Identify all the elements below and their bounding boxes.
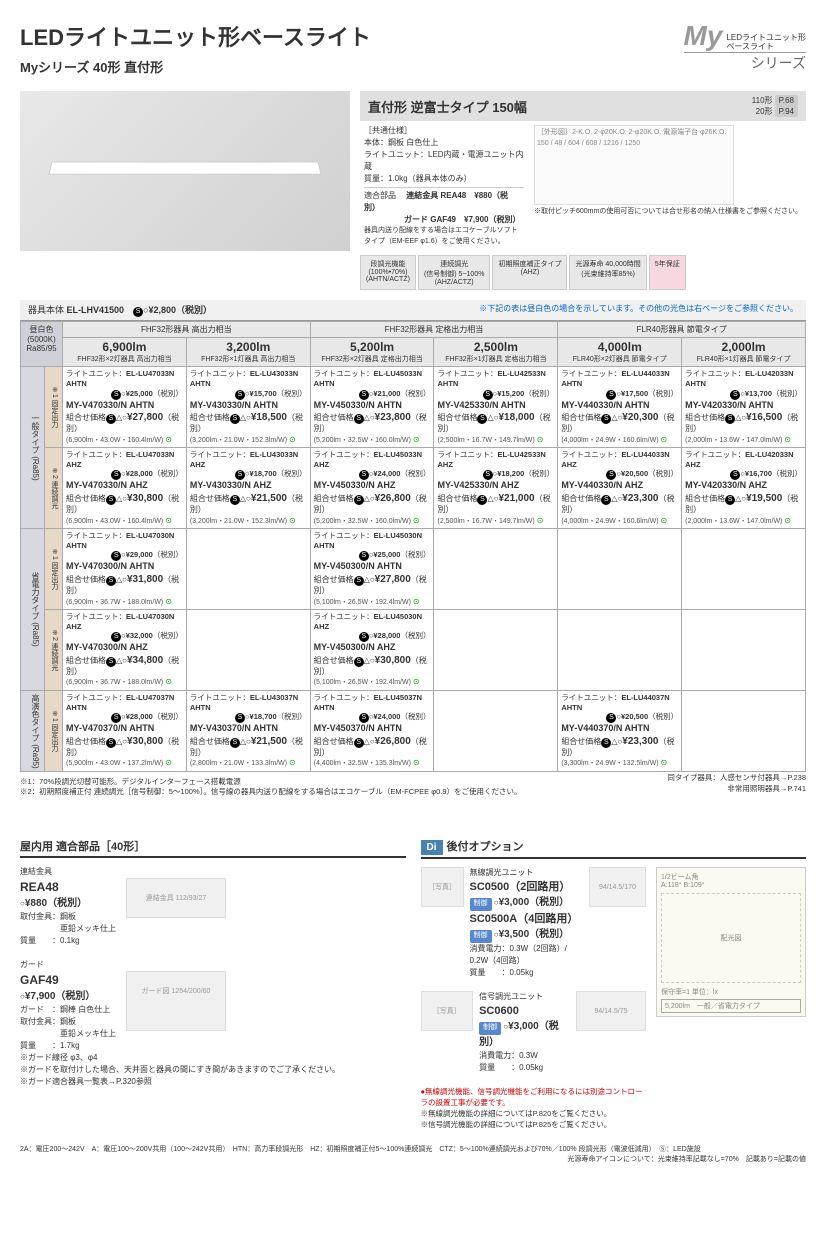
sc0500-diagram: 94/14.5/170 [589, 867, 646, 907]
sc0500-image: ［写真］ [421, 867, 464, 907]
product-cell: ライトユニット：EL-LU47033N AHTN S○¥25,000（税別） M… [63, 367, 187, 448]
product-cell: ライトユニット：EL-LU42033N AHTN S○¥13,700（税別） M… [682, 367, 806, 448]
feature-badges: 段調光機能(100%•70%)(AHTN/ACTZ) 連続調光(信号制御) 5~… [360, 255, 806, 290]
row-subtype: ※2 連続調光 [45, 609, 63, 690]
product-section: 直付形 逆富士タイプ 150幅 110形P.68 20形P.94 ［共通仕様］ … [20, 91, 806, 290]
row-subtype: ※1 固定出力 [45, 690, 63, 771]
lumen-header: 4,000lmFLR40形×2灯器具 節電タイプ [558, 338, 682, 367]
product-cell: ライトユニット：EL-LU47037N AHTN S○¥28,000（税別） M… [63, 690, 187, 771]
gaf49-diagram: ガード図 1254/200/60 [126, 971, 226, 1031]
product-cell [186, 528, 310, 609]
row-type: 省電力タイプ (Ra85) [21, 528, 45, 690]
product-cell: ライトユニット：EL-LU44033N AHTN S○¥17,500（税別） M… [558, 367, 682, 448]
part-gaf49: ガード GAF49 ○¥7,900（税別） ガード ：鋼棒 白色仕上 取付金具：… [20, 959, 406, 1088]
product-cell: ライトユニット：EL-LU45030N AHTN S○¥25,000（税別） M… [310, 528, 434, 609]
lumen-header: 3,200lmFHF32形×1灯器具 高出力相当 [186, 338, 310, 367]
sc0600-image: ［写真］ [421, 991, 474, 1031]
product-cell: ライトユニット：EL-LU44033N AHZ S○¥20,500（税別） MY… [558, 447, 682, 528]
row-type: 高演色タイプ (Ra95) [21, 690, 45, 771]
product-cell: ライトユニット：EL-LU45030N AHZ S○¥28,000（税別） MY… [310, 609, 434, 690]
row-subtype: ※2 連続調光 [45, 447, 63, 528]
product-cell [434, 609, 558, 690]
sc0600-diagram: 94/14.5/75 [576, 991, 646, 1031]
footnotes-left: ※1：70%段調光切替可能形。デジタルインターフェース搭載電源 ※2：初期照度補… [20, 777, 522, 798]
lumen-header: 2,000lmFLR40形×1灯器具 節電タイプ [682, 338, 806, 367]
option-sc0600: ［写真］ 信号調光ユニット SC0600 制御 ○¥3,000（税別） 消費電力… [421, 991, 647, 1074]
main-title: LEDライトユニット形ベースライト [20, 20, 371, 52]
option-sc0500: ［写真］ 無線調光ユニット SC0500（2回路用） 制御 ○¥3,000（税別… [421, 867, 647, 979]
beam-angle-diagram: 1/2ビーム角 A:118° B:109° 配光図 保守率=1 単位：lx 5,… [656, 867, 806, 1017]
spec-block: 直付形 逆富士タイプ 150幅 110形P.68 20形P.94 ［共通仕様］ … [360, 91, 806, 290]
product-cell: ライトユニット：EL-LU45037N AHTN S○¥24,000（税別） M… [310, 690, 434, 771]
product-cell: ライトユニット：EL-LU47030N AHTN S○¥29,000（税別） M… [63, 528, 187, 609]
color-notice: ※下記の表は昼白色の場合を示しています。その他の光色は右ページをご参照ください。 [479, 303, 798, 317]
color-header: 昼白色 (5000K) Ra85/95 [21, 322, 63, 367]
options-column: Di後付オプション ［写真］ 無線調光ユニット SC0500（2回路用） 制御 … [421, 838, 807, 1130]
product-cell: ライトユニット：EL-LU42033N AHZ S○¥16,700（税別） MY… [682, 447, 806, 528]
product-cell: ライトユニット：EL-LU47033N AHZ S○¥28,000（税別） MY… [63, 447, 187, 528]
product-cell: ライトユニット：EL-LU45033N AHZ S○¥24,000（税別） MY… [310, 447, 434, 528]
title-block: LEDライトユニット形ベースライト Myシリーズ 40形 直付形 [20, 20, 371, 76]
product-cell: ライトユニット：EL-LU44037N AHTN S○¥20,500（税別） M… [558, 690, 682, 771]
part-rea48: 連結金具 REA48 ○¥880（税別） 取付金具：鋼板 亜鉛メッキ仕上 質量 … [20, 866, 406, 947]
product-cell [682, 609, 806, 690]
product-cell: ライトユニット：EL-LU45033N AHTN S○¥21,000（税別） M… [310, 367, 434, 448]
row-subtype: ※1 固定出力 [45, 528, 63, 609]
product-cell: ライトユニット：EL-LU42533N AHTN S○¥15,200（税別） M… [434, 367, 558, 448]
product-cell [558, 528, 682, 609]
product-cell [434, 690, 558, 771]
product-image [20, 91, 350, 251]
row-type: 一般タイプ (Ra85) [21, 367, 45, 529]
product-cell [682, 690, 806, 771]
lumen-header: 5,200lmFHF32形×2灯器具 定格出力相当 [310, 338, 434, 367]
product-cell [682, 528, 806, 609]
spec-text: ［共通仕様］ 本体：鋼板 白色仕上 ライトユニット：LED内蔵・電源ユニット内蔵… [364, 125, 524, 247]
dimension-diagram: ［外形図］2-K.O. 2-φ20K.O. 2-φ20K.O. 電源端子台 φ2… [534, 125, 802, 247]
controller-warning: ●無線調光機能、信号調光機能をご利用になるには別途コントローラの設置工事が必要で… [421, 1086, 647, 1108]
footnotes-right: 同タイプ器具：人感センサ付器具→P.238 非常用照明器具→P.741 [667, 772, 806, 798]
fixture-row: 器具本体 EL-LHV41500 S○¥2,800（税別） ※下記の表は昼白色の… [20, 300, 806, 321]
bottom-section: 屋内用 適合部品［40形］ 連結金具 REA48 ○¥880（税別） 取付金具：… [20, 838, 806, 1130]
logo-my: My [684, 20, 723, 52]
product-cell: ライトユニット：EL-LU43033N AHZ S○¥18,700（税別） MY… [186, 447, 310, 528]
lumen-header: 6,900lmFHF32形×2灯器具 高出力相当 [63, 338, 187, 367]
spec-title: 直付形 逆富士タイプ 150幅 [368, 97, 527, 116]
product-cell [434, 528, 558, 609]
rea48-diagram: 連結金具 112/93/27 [126, 878, 226, 918]
bottom-notes: 2A：電圧200～242V A：電圧100～200V共用（100～242V共用）… [20, 1145, 806, 1165]
parts-column: 屋内用 適合部品［40形］ 連結金具 REA48 ○¥880（税別） 取付金具：… [20, 838, 406, 1130]
product-cell [186, 609, 310, 690]
product-cell: ライトユニット：EL-LU43037N AHTN S○¥18,700（税別） M… [186, 690, 310, 771]
product-table: 昼白色 (5000K) Ra85/95 FHF32形器具 高出力相当 FHF32… [20, 321, 806, 772]
product-cell: ライトユニット：EL-LU42533N AHZ S○¥18,200（税別） MY… [434, 447, 558, 528]
subtitle: Myシリーズ 40形 直付形 [20, 57, 371, 76]
row-subtype: ※1 固定出力 [45, 367, 63, 448]
lumen-header: 2,500lmFHF32形×1灯器具 定格出力相当 [434, 338, 558, 367]
page-refs: 110形P.68 20形P.94 [752, 95, 798, 117]
product-cell: ライトユニット：EL-LU43033N AHTN S○¥15,700（税別） M… [186, 367, 310, 448]
product-cell [558, 609, 682, 690]
product-cell: ライトユニット：EL-LU47030N AHZ S○¥32,000（税別） MY… [63, 609, 187, 690]
logo-series: シリーズ [684, 52, 806, 73]
series-logo: My LEDライトユニット形 ベースライト シリーズ [684, 20, 806, 73]
page-header: LEDライトユニット形ベースライト Myシリーズ 40形 直付形 My LEDラ… [20, 20, 806, 76]
